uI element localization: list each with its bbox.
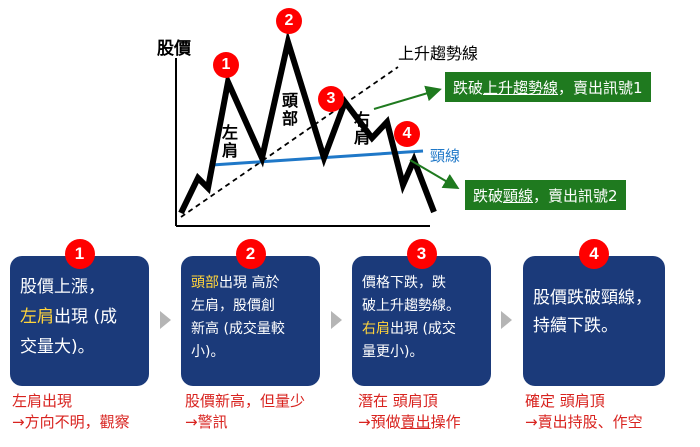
chart-badge-2: 2 [276, 8, 302, 34]
sell-signal-1-box: 跌破 上升趨勢線 ，賣出訊號1 [445, 72, 651, 102]
step-arrow-2 [331, 311, 342, 329]
y-axis-label: 股價 [157, 39, 191, 59]
step-2-caption: 股價新高，但量少 →警訊 [185, 392, 306, 431]
step-card-4: 4 股價跌破頸線， 持續下跌。 [523, 239, 665, 386]
sell-signal-2-box: 跌破 頸線 ，賣出訊號2 [465, 180, 626, 210]
step-badge-3: 3 [406, 239, 437, 269]
trend-line [180, 66, 399, 218]
step-1-caption: 左肩出現 →方向不明，觀察 [12, 392, 130, 431]
head-label: 頭部 [282, 91, 299, 128]
step-badge-4: 4 [579, 239, 609, 269]
left-shoulder-label: 左肩 [222, 123, 239, 160]
step-badge-2: 2 [235, 239, 266, 269]
step-2-text: 頭部出現 高於 左肩，股價創 新高 (成交量較 小)。 [191, 275, 285, 360]
neckline-label: 頸線 [430, 147, 461, 165]
chart-badge-1: 1 [213, 52, 239, 78]
step-card-1: 1 股價上漲， 左肩出現 (成 交量大)。 [10, 239, 149, 386]
trend-line-label: 上升趨勢線 [398, 44, 479, 63]
neckline [211, 149, 424, 167]
right-shoulder-label: 右肩 [354, 110, 371, 147]
step-4-caption: 確定 頭肩頂 →賣出持股、作空 [525, 392, 643, 431]
step-1-text: 股價上漲， 左肩出現 (成 交量大)。 [20, 277, 118, 357]
step-arrow-3 [501, 311, 512, 329]
step-card-2: 2 頭部出現 高於 左肩，股價創 新高 (成交量較 小)。 [181, 239, 320, 386]
step-arrow-1 [160, 311, 171, 329]
signal-2-arrow [409, 159, 460, 190]
price-line [178, 30, 437, 215]
signal-1-arrow [373, 85, 442, 110]
step-card-3: 3 價格下跌，跌 破上升趨勢線。 右肩出現 (成交 量更小)。 [352, 239, 491, 386]
chart-badge-3: 3 [318, 86, 344, 112]
step-badge-1: 1 [64, 239, 95, 269]
step-3-text: 價格下跌，跌 破上升趨勢線。 右肩出現 (成交 量更小)。 [362, 275, 460, 360]
step-4-text: 股價跌破頸線， 持續下跌。 [533, 288, 652, 336]
chart-badge-4: 4 [394, 121, 420, 147]
step-3-caption: 潛在 頭肩頂 →預做賣出操作 [358, 392, 461, 431]
